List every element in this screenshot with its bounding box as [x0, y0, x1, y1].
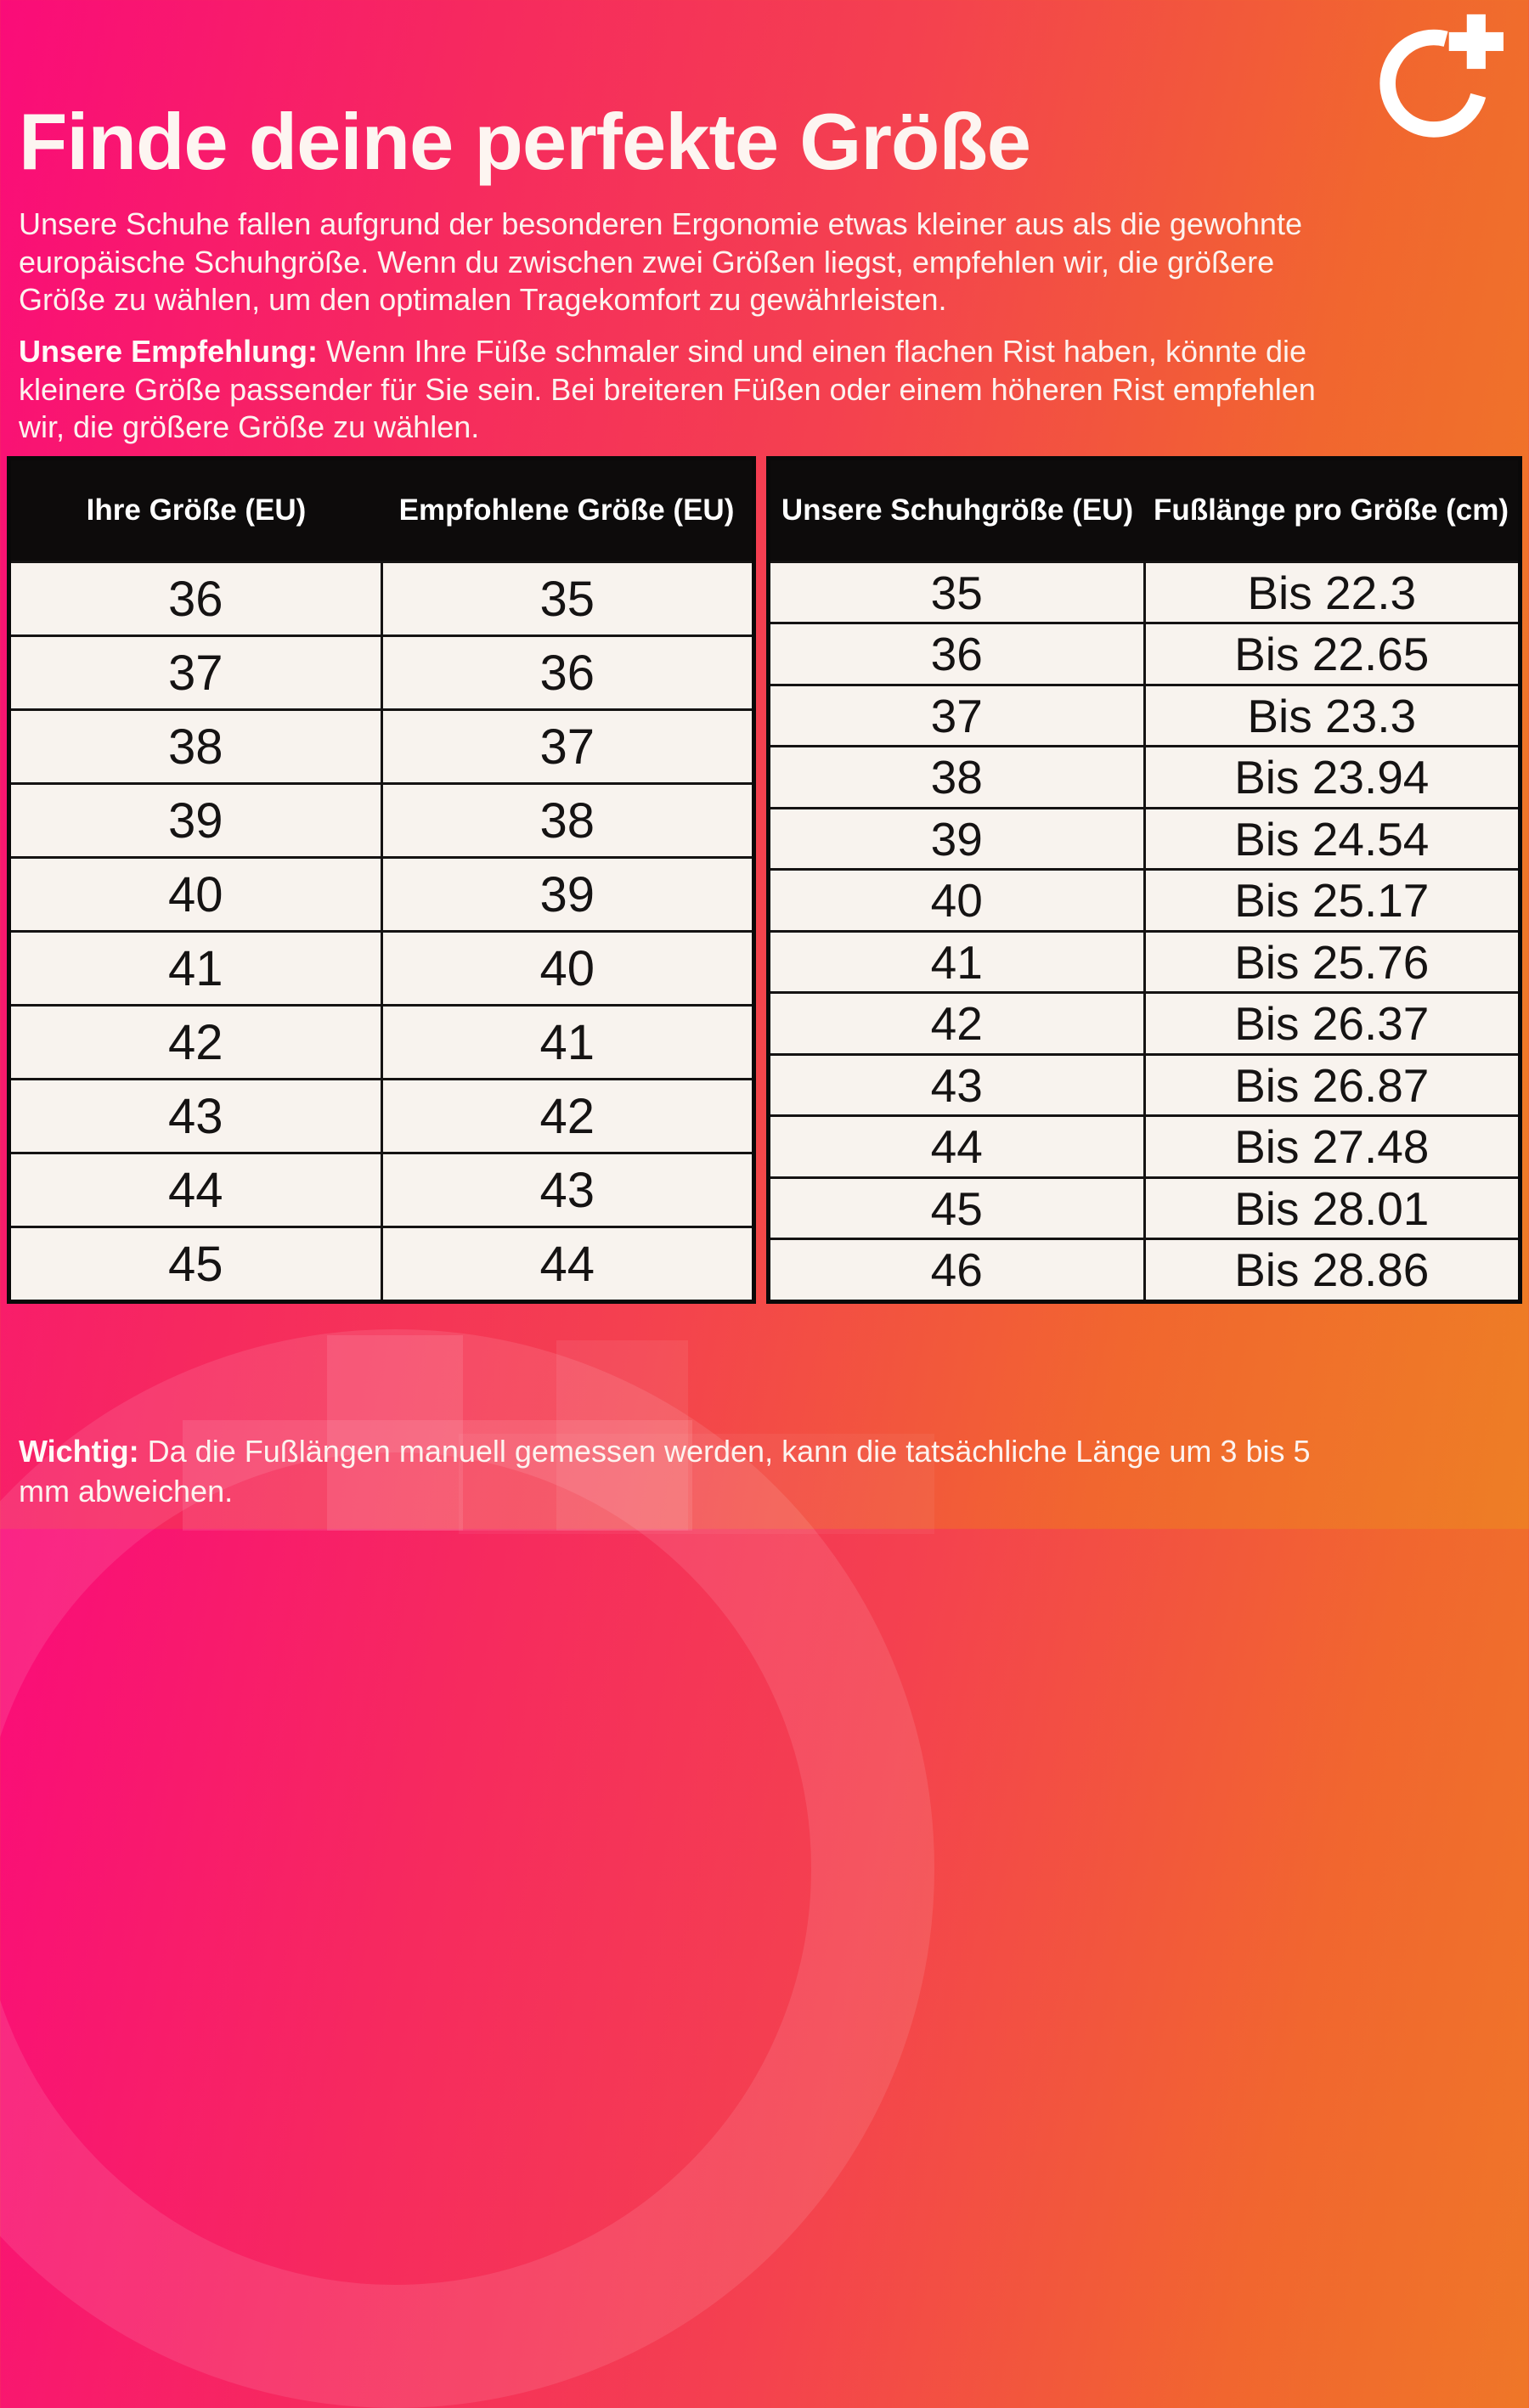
table-row: 37 36: [8, 634, 755, 711]
table-row: 37 Bis 23.3: [767, 683, 1521, 748]
size-tables: Ihre Größe (EU) Empfohlene Größe (EU) 36…: [7, 456, 1522, 1304]
recommendation-label: Unsere Empfehlung:: [19, 334, 319, 369]
important-note-label: Wichtig:: [19, 1434, 139, 1469]
table-cell: Bis 22.3: [1143, 560, 1521, 625]
table-header-row: Unsere Schuhgröße (EU) Fußlänge pro Größ…: [768, 458, 1521, 562]
table-cell: 38: [767, 745, 1146, 809]
table-cell: 39: [8, 782, 383, 859]
table-cell: 35: [380, 561, 755, 637]
page-title: Finde deine perfekte Größe: [19, 96, 1031, 186]
table-row: 41 Bis 25.76: [767, 929, 1521, 995]
table-cell: 36: [767, 622, 1146, 686]
table-cell: 45: [767, 1176, 1146, 1241]
table-cell: 41: [8, 930, 383, 1007]
important-note: Wichtig: Da die Fußlängen manuell gemess…: [19, 1434, 1311, 1509]
table-cell: 41: [767, 929, 1146, 995]
table-cell: Bis 22.65: [1143, 622, 1521, 686]
table-cell: 36: [380, 634, 755, 711]
table-row: 42 41: [8, 1004, 755, 1080]
table-cell: 46: [767, 1238, 1146, 1303]
table-cell: 43: [767, 1052, 1146, 1118]
table-cell: Bis 25.17: [1143, 868, 1521, 933]
table-row: 44 43: [8, 1152, 755, 1228]
table-cell: 37: [8, 634, 383, 711]
table-row: 35 Bis 22.3: [767, 560, 1521, 625]
table-row: 39 38: [8, 782, 755, 859]
table-cell: 38: [8, 708, 383, 785]
table-cell: 43: [8, 1078, 383, 1154]
table-cell: 39: [380, 856, 755, 933]
table-cell: 44: [8, 1152, 383, 1228]
table-row: 38 Bis 23.94: [767, 745, 1521, 809]
table-row: 40 Bis 25.17: [767, 868, 1521, 933]
table-header-row: Ihre Größe (EU) Empfohlene Größe (EU): [8, 458, 754, 562]
table-cell: 37: [380, 708, 755, 785]
column-header-foot-length: Fußlänge pro Größe (cm): [1144, 458, 1521, 562]
table-cell: Bis 28.86: [1143, 1238, 1521, 1303]
table-cell: 40: [8, 856, 383, 933]
table-cell: 40: [380, 930, 755, 1007]
table-row: 43 Bis 26.87: [767, 1052, 1521, 1118]
table-cell: 43: [380, 1152, 755, 1228]
table-cell: Bis 26.37: [1143, 991, 1521, 1056]
table-cell: Bis 23.3: [1143, 683, 1521, 748]
column-header-your-size: Ihre Größe (EU): [8, 458, 381, 562]
table-row: 43 42: [8, 1078, 755, 1154]
table-cell: 36: [8, 561, 383, 637]
table-cell: 40: [767, 868, 1146, 933]
table-cell: 42: [8, 1004, 383, 1080]
table-row: 39 Bis 24.54: [767, 806, 1521, 871]
foot-length-table: Unsere Schuhgröße (EU) Fußlänge pro Größ…: [766, 456, 1522, 1304]
table-row: 42 Bis 26.37: [767, 991, 1521, 1056]
size-conversion-table: Ihre Größe (EU) Empfohlene Größe (EU) 36…: [7, 456, 756, 1304]
table-cell: 41: [380, 1004, 755, 1080]
table-row: 36 35: [8, 561, 755, 637]
brand-logo-icon: [1379, 14, 1504, 138]
column-header-recommended-size: Empfohlene Größe (EU): [381, 458, 754, 562]
column-header-shoe-size: Unsere Schuhgröße (EU): [768, 458, 1144, 562]
table-row: 46 Bis 28.86: [767, 1238, 1521, 1303]
table-cell: Bis 23.94: [1143, 745, 1521, 809]
table-cell: Bis 25.76: [1143, 929, 1521, 995]
table-cell: 39: [767, 806, 1146, 871]
table-cell: 44: [380, 1226, 755, 1303]
table-cell: 44: [767, 1114, 1146, 1179]
table-cell: 45: [8, 1226, 383, 1303]
table-row: 45 Bis 28.01: [767, 1176, 1521, 1241]
table-row: 38 37: [8, 708, 755, 785]
intro-text: Unsere Schuhe fallen aufgrund der besond…: [19, 206, 1302, 318]
table-cell: 35: [767, 560, 1146, 625]
table-row: 40 39: [8, 856, 755, 933]
table-row: 36 Bis 22.65: [767, 622, 1521, 686]
table-cell: Bis 24.54: [1143, 806, 1521, 871]
table-cell: 37: [767, 683, 1146, 748]
table-cell: 42: [767, 991, 1146, 1056]
table-cell: 42: [380, 1078, 755, 1154]
table-row: 45 44: [8, 1226, 755, 1303]
table-cell: Bis 28.01: [1143, 1176, 1521, 1241]
table-cell: 38: [380, 782, 755, 859]
recommendation-text: Unsere Empfehlung: Wenn Ihre Füße schmal…: [19, 334, 1316, 445]
table-cell: Bis 26.87: [1143, 1052, 1521, 1118]
table-row: 44 Bis 27.48: [767, 1114, 1521, 1179]
table-row: 41 40: [8, 930, 755, 1007]
table-cell: Bis 27.48: [1143, 1114, 1521, 1179]
